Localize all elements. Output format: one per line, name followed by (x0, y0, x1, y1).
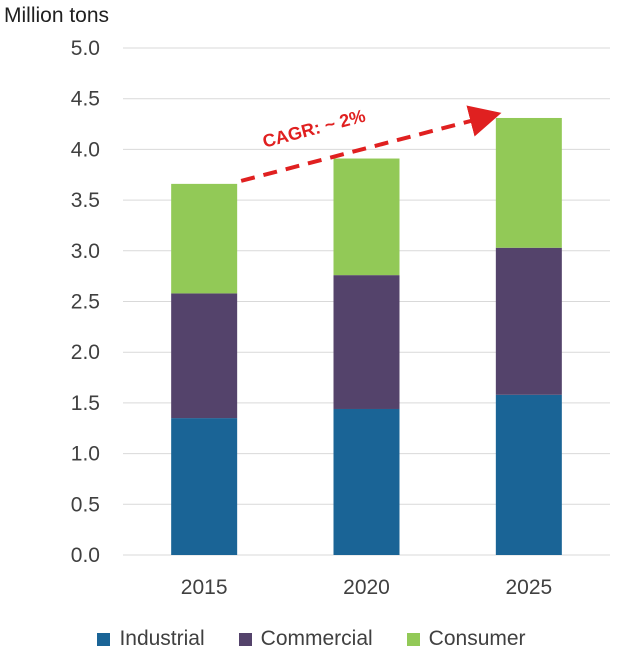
bar-industrial-2020 (333, 408, 400, 555)
y-tick-label: 5.0 (71, 37, 100, 60)
legend-item-industrial: Industrial (97, 627, 205, 651)
x-tick-label: 2020 (343, 576, 390, 599)
bar-consumer-2025 (495, 117, 562, 248)
bars (171, 117, 562, 555)
legend-swatch (406, 632, 420, 646)
x-tick-label: 2025 (505, 576, 552, 599)
y-tick-label: 4.5 (71, 88, 100, 111)
bar-consumer-2020 (333, 158, 400, 276)
bar-consumer-2015 (171, 183, 238, 294)
bar-industrial-2015 (171, 418, 238, 555)
bar-commercial-2015 (171, 293, 238, 419)
legend-item-commercial: Commercial (238, 627, 373, 651)
legend-label: Commercial (260, 627, 373, 650)
cagr-label: CAGR: ~ 2% (260, 106, 367, 152)
chart-legend: Industrial Commercial Consumer (0, 624, 623, 654)
legend-swatch (97, 632, 111, 646)
cagr-arrow (240, 105, 502, 183)
y-tick-label: 2.0 (71, 341, 100, 364)
stacked-bar-chart: 0.00.51.01.52.02.53.03.54.04.55.0 2015 20… (71, 37, 610, 599)
y-tick-label: 0.5 (71, 493, 100, 516)
bar-commercial-2020 (333, 275, 400, 409)
x-tick-label: 2015 (181, 576, 228, 599)
legend-item-consumer: Consumer (406, 627, 526, 651)
y-tick-label: 4.0 (71, 138, 100, 161)
y-axis-ticks: 0.0 0.5 1.0 1.5 2.0 2.5 3.0 3.5 4.0 4.5 5.0 (71, 37, 100, 567)
y-tick-label: 2.5 (71, 291, 100, 314)
legend-label: Consumer (428, 627, 526, 650)
y-tick-label: 3.0 (71, 240, 100, 263)
legend-label: Industrial (119, 627, 205, 650)
bar-industrial-2025 (495, 394, 562, 555)
y-tick-label: 1.0 (71, 443, 100, 466)
y-axis-unit-label: Million tons (4, 4, 110, 27)
x-axis-ticks: 2015 2020 2025 (181, 576, 552, 599)
y-tick-label: 0.0 (71, 544, 100, 567)
legend-swatch (238, 632, 252, 646)
bar-commercial-2025 (495, 247, 562, 395)
y-tick-label: 1.5 (71, 392, 100, 415)
y-tick-label: 3.5 (71, 189, 100, 212)
